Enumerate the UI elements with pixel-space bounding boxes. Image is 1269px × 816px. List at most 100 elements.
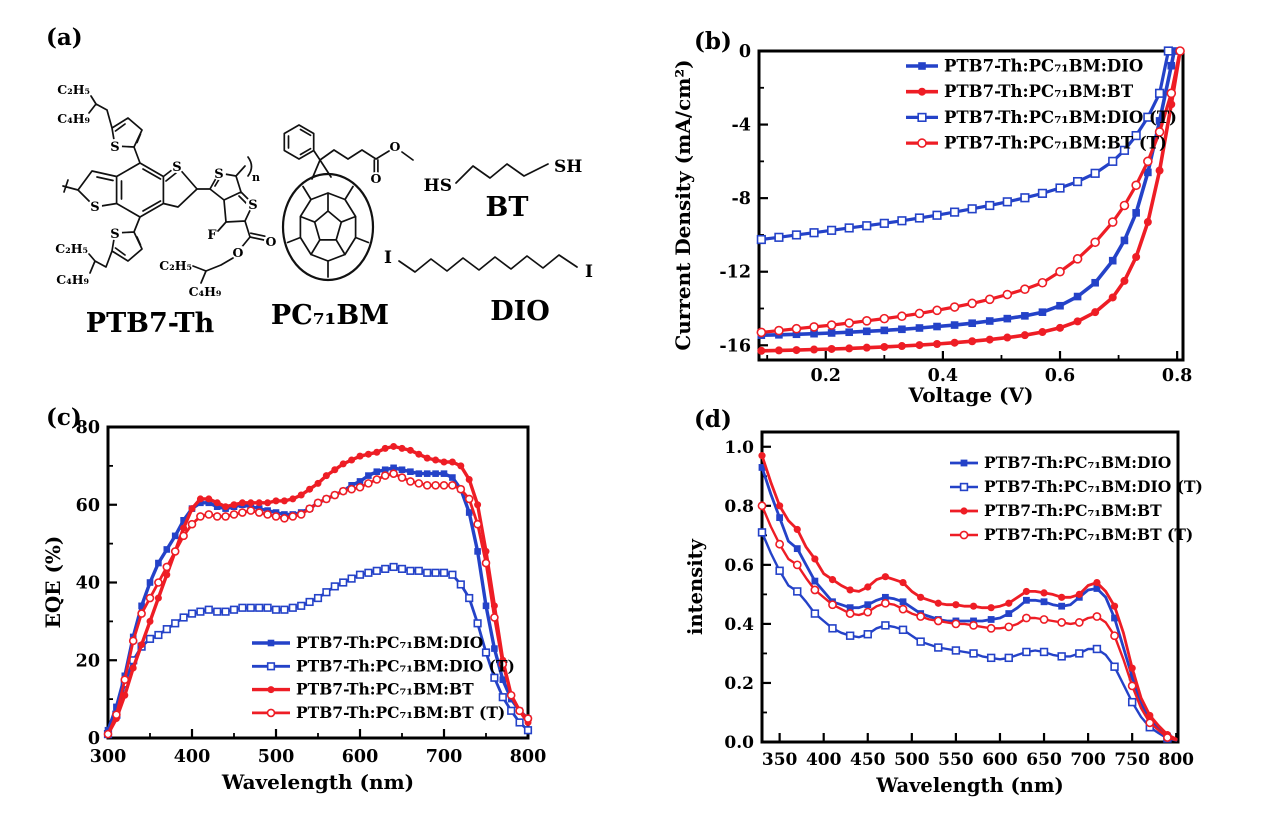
b-series-3-marker xyxy=(932,305,942,316)
b-legend-label: PTB7-Th:PC₇₁BM:DIO (T) xyxy=(944,108,1177,127)
c-series-1-marker xyxy=(481,648,491,657)
c-series-3-marker xyxy=(364,479,373,488)
c-series-1-marker xyxy=(372,566,381,575)
d-series-1-marker xyxy=(863,630,872,639)
b-series-2-marker xyxy=(879,218,889,228)
c-series-2-marker xyxy=(146,617,154,625)
b-series-2-marker xyxy=(1072,176,1083,187)
d-series-3-marker xyxy=(1022,613,1031,623)
c-series-0-marker xyxy=(213,503,221,510)
c-series-2-marker xyxy=(373,448,381,456)
d-series-2-marker xyxy=(1022,587,1031,596)
panel-c-label: (c) xyxy=(46,404,82,431)
c-series-1-marker xyxy=(355,570,365,579)
c-legend-marker xyxy=(266,662,276,671)
b-series-1-marker xyxy=(827,344,836,353)
o-atom-label: O xyxy=(390,139,401,154)
d-series-1-marker xyxy=(1127,697,1137,707)
c-legend-marker xyxy=(267,639,275,647)
b-series-3-marker xyxy=(1166,88,1177,99)
c-series-0-marker xyxy=(113,703,120,711)
c-series-1-marker xyxy=(213,607,222,616)
c-series-0-marker xyxy=(449,474,456,481)
s-atom-label: S xyxy=(110,140,119,155)
c-series-3-marker xyxy=(288,512,298,521)
sh-group-label: SH xyxy=(554,157,582,177)
c-series-2-marker xyxy=(364,450,372,458)
b-series-3-marker xyxy=(984,294,995,305)
chart-d: 350 400 450 500 550 600 650 700 750 800 0.0 0.2 0.4 0… xyxy=(684,430,1203,797)
b-series-0-marker xyxy=(845,328,853,337)
b-series-3-marker xyxy=(1090,237,1100,248)
bt-chain xyxy=(455,163,549,184)
b-series-2-marker xyxy=(897,216,907,226)
c-x-tick-label: 700 xyxy=(426,747,463,767)
c-series-1-marker xyxy=(154,630,163,640)
c-series-2-marker xyxy=(196,495,204,503)
s-atom-label: S xyxy=(110,227,119,242)
c-series-2-marker xyxy=(314,479,322,487)
b-series-2-marker xyxy=(985,200,995,211)
b-series-0-marker xyxy=(1108,256,1117,265)
c-y-tick-label: 80 xyxy=(76,418,100,438)
b-series-2-marker xyxy=(914,213,925,223)
d-series-3-marker xyxy=(757,501,767,511)
c-series-2-marker xyxy=(297,491,305,499)
d-series-3-marker xyxy=(1145,718,1155,728)
c-series-3-marker xyxy=(145,593,155,603)
c-series-0-marker xyxy=(146,579,154,586)
c-series-1-marker xyxy=(473,619,482,628)
b-series-1-marker xyxy=(933,339,942,348)
c-series-3-marker xyxy=(238,508,247,517)
b-series-3-marker xyxy=(1072,254,1083,264)
b-series-3-marker xyxy=(861,316,872,326)
b-series-0-marker xyxy=(915,324,924,332)
b-legend-marker xyxy=(918,62,926,70)
c-series-3-marker xyxy=(355,482,365,492)
b-series-3-marker xyxy=(1107,217,1118,227)
o-atom-label: O xyxy=(371,171,382,186)
b-x-tick-label: 0.2 xyxy=(811,366,841,386)
b-series-0-marker xyxy=(1073,292,1082,301)
c-series-2-marker xyxy=(474,501,482,509)
iodine-atom-label: I xyxy=(585,262,593,282)
iodine-atom-label: I xyxy=(384,248,392,268)
c-series-1-marker xyxy=(204,605,213,614)
c-series-1-marker xyxy=(523,726,533,735)
d-x-tick-label: 600 xyxy=(982,750,1018,770)
d-series-1-marker xyxy=(1057,652,1066,661)
d-series-3 xyxy=(757,501,1178,742)
c-series-3-marker xyxy=(372,475,382,484)
d-series-1-marker xyxy=(828,624,837,633)
c-series-3-marker xyxy=(246,506,256,515)
b-series-2-marker xyxy=(809,228,819,238)
b-series-2 xyxy=(756,46,1173,245)
b-x-tick-label: 0.8 xyxy=(1162,366,1192,386)
c-series-0-marker xyxy=(381,466,389,474)
b-series-1-marker xyxy=(1073,317,1082,326)
c-series-2-marker xyxy=(339,460,347,468)
c-series-1-marker xyxy=(246,603,255,612)
d-y-axis-title: intensity xyxy=(684,538,707,635)
c-series-3-marker xyxy=(347,484,356,494)
c-y-tick-label: 40 xyxy=(76,574,100,594)
b-series-3-marker xyxy=(1131,180,1141,191)
c-series-2-marker xyxy=(222,503,230,511)
d-x-tick-label: 700 xyxy=(1070,750,1106,770)
b-series-0-marker xyxy=(827,329,836,337)
c-series-1-marker xyxy=(263,603,272,612)
c-series-3-marker xyxy=(103,729,113,739)
c-legend-label: PTB7-Th:PC₇₁BM:DIO xyxy=(296,633,483,652)
d-series-0-marker xyxy=(776,514,784,522)
d-series-2-marker xyxy=(952,601,960,609)
b-series-1-marker xyxy=(1132,253,1141,261)
d-series-2-marker xyxy=(899,578,907,587)
d-y-tick-label: 1.0 xyxy=(724,438,754,458)
d-x-tick-label: 400 xyxy=(806,750,842,770)
c-series-3-marker xyxy=(280,514,289,523)
c-series-2-marker xyxy=(255,499,263,507)
b-series-1-marker xyxy=(1056,323,1065,332)
ptb7-th-skeleton xyxy=(62,95,266,284)
